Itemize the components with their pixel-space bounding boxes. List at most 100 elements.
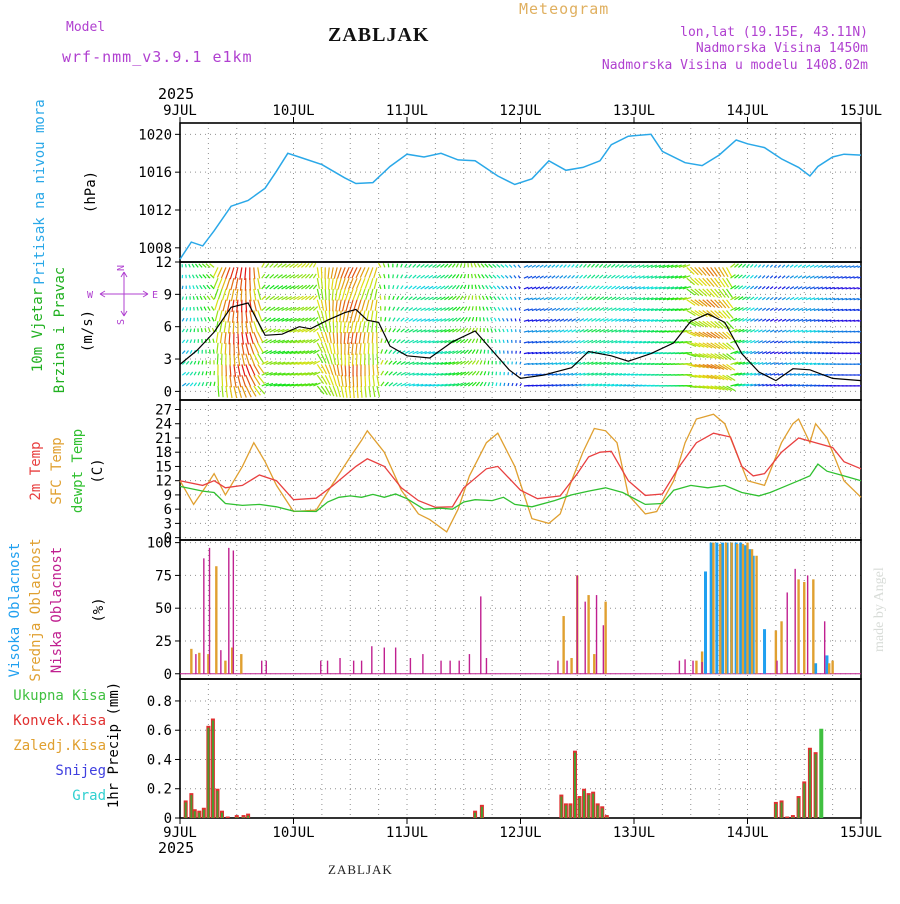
wind-barb xyxy=(345,278,349,289)
wind-barb xyxy=(190,372,192,375)
wind-barb xyxy=(572,286,575,289)
wind-barb xyxy=(254,343,259,354)
wind-barb xyxy=(519,297,520,300)
wind-barb xyxy=(452,285,456,289)
mid-cloud-bar xyxy=(215,566,217,674)
wind-barb xyxy=(568,265,571,268)
wind-barb xyxy=(746,286,750,289)
y-tick-label: 0.2 xyxy=(147,782,172,798)
wind-barb xyxy=(217,267,222,277)
wind-barb xyxy=(379,274,381,278)
compass-east: E xyxy=(152,290,158,301)
wind-barb xyxy=(238,354,240,366)
wind-barb xyxy=(389,318,391,322)
time-label-top: 14JUL xyxy=(726,103,768,119)
y-tick-label: 1016 xyxy=(138,165,172,181)
wind-barb xyxy=(556,308,560,310)
wind-barb xyxy=(548,276,552,278)
wind-barb xyxy=(341,375,343,387)
wind-barb xyxy=(329,343,332,354)
wind-barb xyxy=(746,275,749,278)
wind-barb xyxy=(371,311,373,322)
wind-barb xyxy=(758,308,762,310)
wind-barb xyxy=(514,265,516,268)
mid-cloud-bar xyxy=(730,543,732,674)
wind-barb xyxy=(374,278,377,289)
wind-unit: (m/s) xyxy=(80,310,96,352)
wind-barb xyxy=(478,274,480,278)
wind-barb xyxy=(471,263,472,267)
total-precip-bar xyxy=(798,798,800,818)
wind-barb xyxy=(564,319,568,321)
total-precip-bar xyxy=(236,817,238,818)
wind-barb xyxy=(321,267,322,278)
wind-barb xyxy=(230,375,231,387)
wind-barb xyxy=(687,267,694,274)
wind-barb xyxy=(858,342,864,343)
low-cloud-bar xyxy=(807,575,808,673)
wind-barb xyxy=(317,386,324,394)
wind-barb xyxy=(208,307,210,311)
wind-barb xyxy=(340,311,341,323)
wind-barb xyxy=(568,286,571,289)
wind-barb xyxy=(365,386,366,397)
wind-barb xyxy=(381,360,383,364)
wind-barb xyxy=(460,274,462,278)
wind-barb xyxy=(595,264,598,267)
wind-barb xyxy=(339,300,341,312)
wind-barb xyxy=(580,264,583,267)
wind-barb xyxy=(452,275,455,279)
wind-barb xyxy=(762,265,764,268)
wind-barb xyxy=(186,318,187,321)
wind-barb xyxy=(501,286,504,289)
wind-barb xyxy=(479,296,480,300)
wind-barb xyxy=(552,276,555,278)
wind-barb xyxy=(480,306,481,310)
time-label-top: 12JUL xyxy=(499,103,541,119)
wind-barb xyxy=(397,318,400,321)
low-cloud-bar xyxy=(395,648,396,674)
low-cloud-bar xyxy=(603,625,604,674)
wind-barb xyxy=(750,297,754,300)
wind-barb xyxy=(222,386,223,397)
wind-barb xyxy=(482,296,484,300)
wind-barb xyxy=(250,332,253,344)
wind-barb xyxy=(762,341,766,343)
wind-barb xyxy=(576,319,580,322)
wind-barb xyxy=(197,296,198,300)
y-tick-label: 50 xyxy=(155,601,172,617)
pressure-unit: (hPa) xyxy=(83,171,99,213)
wind-barb xyxy=(233,321,234,333)
wind-barb xyxy=(405,329,409,332)
wind-barb xyxy=(510,297,512,300)
wind-barb xyxy=(782,297,786,299)
temp-unit: (C) xyxy=(90,458,106,483)
wind-barb xyxy=(189,275,190,278)
wind-barb xyxy=(254,321,258,332)
wind-barb xyxy=(207,296,210,300)
mid-cloud-bar xyxy=(803,582,805,674)
wind-barb xyxy=(520,383,522,386)
high-cloud-bar xyxy=(721,543,724,674)
wind-barb xyxy=(389,339,391,343)
wind-barb xyxy=(500,383,501,386)
wind-barb xyxy=(497,286,500,289)
wind-barb xyxy=(254,267,255,279)
wind-barb xyxy=(444,275,448,278)
wind-barb xyxy=(194,339,195,343)
wind-barb xyxy=(354,311,357,323)
wind-barb xyxy=(544,309,548,311)
wind-barb xyxy=(790,265,793,268)
wind-barb xyxy=(564,297,568,299)
wind-barb xyxy=(497,264,500,267)
compass-south: S xyxy=(116,319,127,325)
wind-barb xyxy=(401,340,405,343)
wind-barb xyxy=(429,265,433,268)
wind-barb xyxy=(413,297,417,300)
low-cloud-bar xyxy=(684,659,685,673)
wind-barb xyxy=(409,318,413,321)
wind-barb xyxy=(460,307,463,311)
wind-barb xyxy=(340,321,341,333)
wind-barb xyxy=(258,311,262,321)
